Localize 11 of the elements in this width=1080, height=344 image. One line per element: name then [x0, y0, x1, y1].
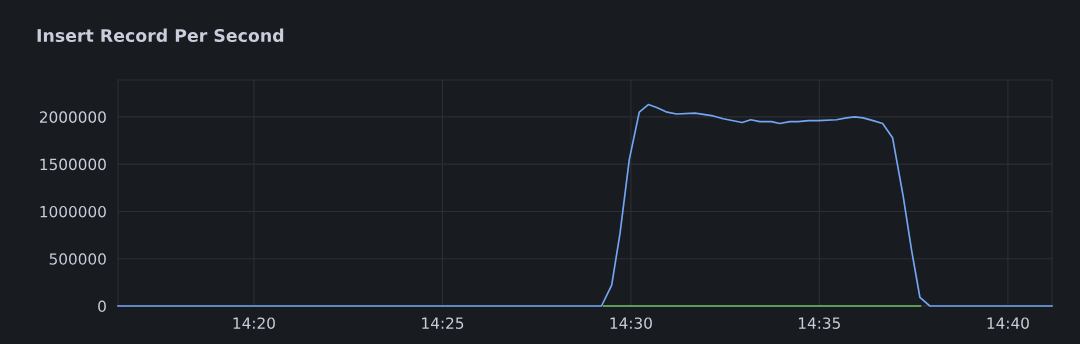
- x-tick-label: 14:25: [422, 317, 464, 329]
- chart-title: Insert Record Per Second: [37, 28, 284, 43]
- x-tick-label: 14:35: [798, 317, 840, 329]
- x-tick-label: 14:40: [987, 317, 1029, 329]
- y-tick-label: 500000: [49, 253, 106, 265]
- y-tick-label: 1500000: [40, 158, 106, 171]
- y-tick-label: 2000000: [39, 111, 106, 123]
- y-tick-label: 0: [98, 300, 106, 313]
- y-tick-label: 1000000: [40, 205, 106, 218]
- x-tick-label: 14:20: [233, 317, 275, 329]
- x-tick-label: 14:30: [610, 317, 652, 329]
